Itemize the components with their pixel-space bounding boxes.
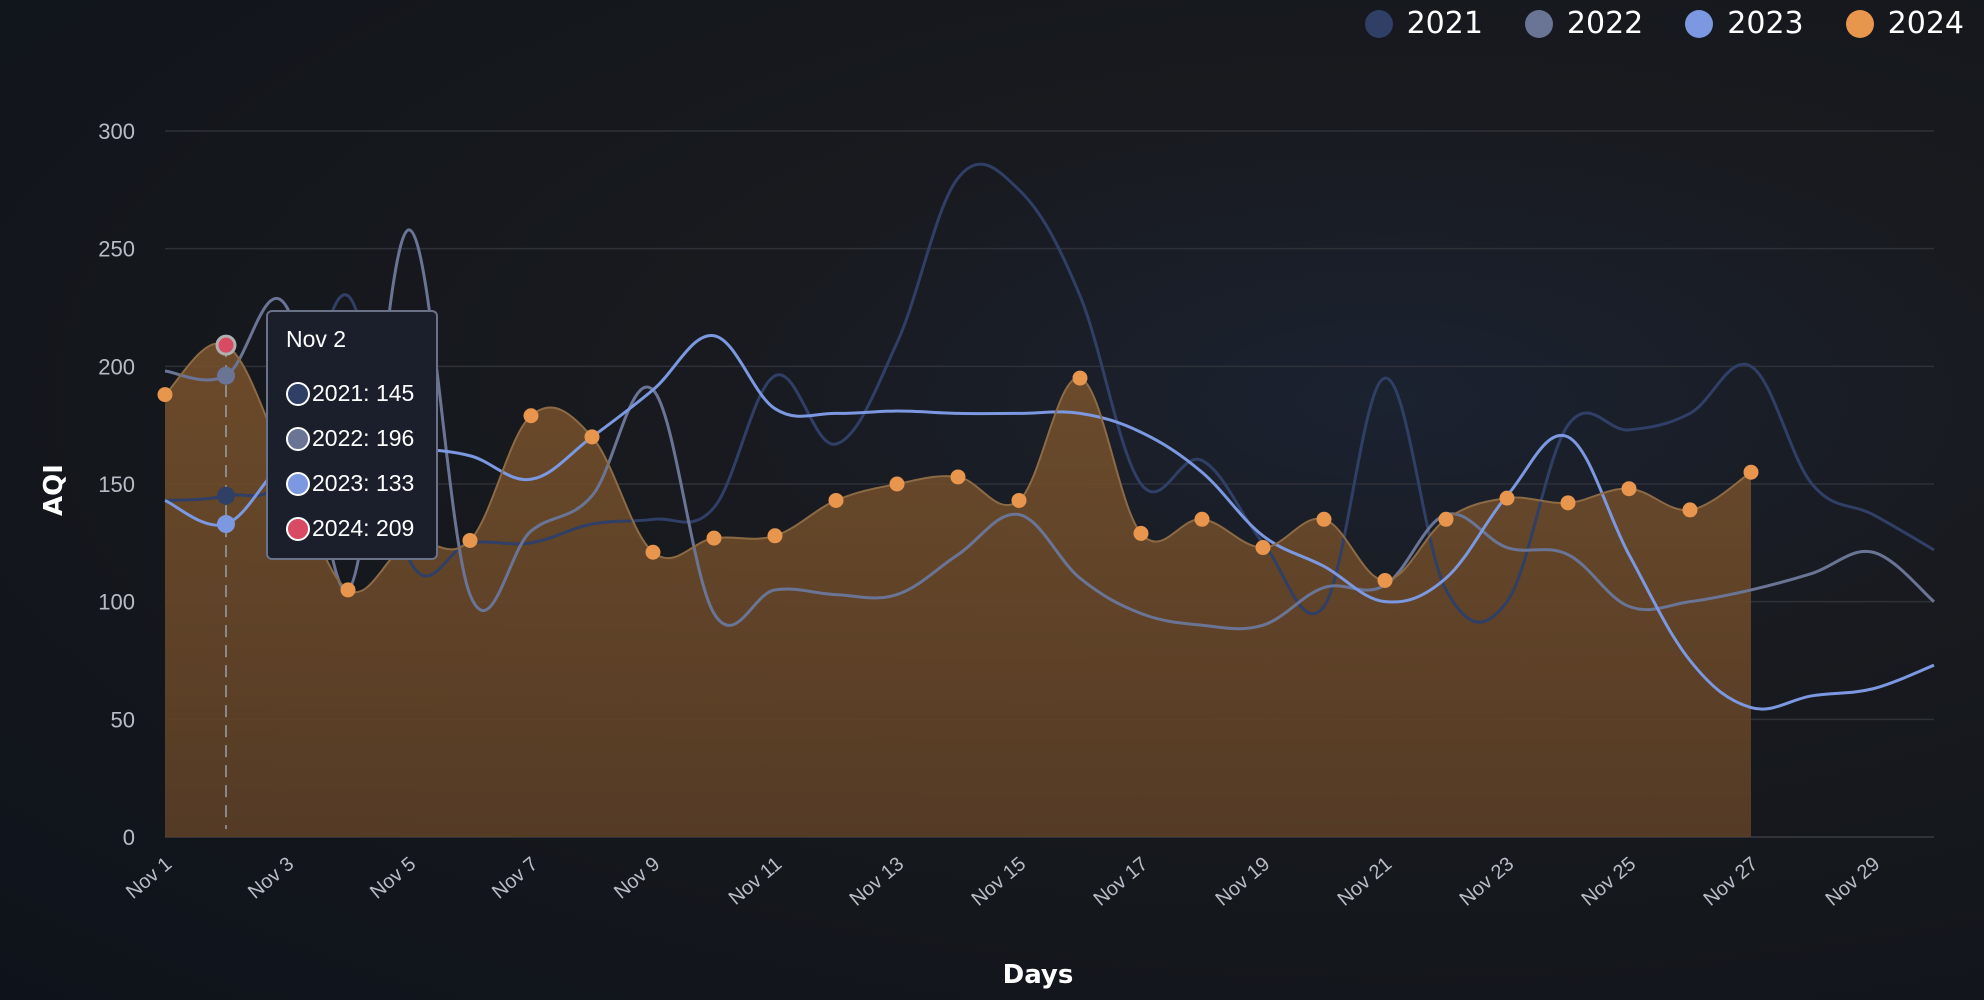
legend-swatch-2023 [1685, 9, 1714, 38]
y-tick-label: 0 [123, 825, 135, 850]
data-point-2024[interactable] [462, 532, 478, 548]
data-point-2024[interactable] [767, 528, 783, 544]
data-point-2024[interactable] [1438, 511, 1454, 527]
x-tick-label: Nov 5 [366, 853, 420, 903]
x-tick-label: Nov 23 [1456, 853, 1519, 911]
data-point-2024[interactable] [1316, 511, 1332, 527]
data-point-2024[interactable] [889, 476, 905, 492]
data-point-2024[interactable] [523, 408, 539, 424]
series-area-2024 [165, 343, 1751, 837]
hover-point-2021[interactable] [217, 486, 235, 505]
x-tick-label: Nov 17 [1090, 853, 1153, 911]
tooltip-swatch [286, 471, 310, 496]
y-axis-title: AQI [39, 464, 69, 516]
series-line-2021 [164, 162, 1935, 624]
tooltip-label: 2021: 145 [312, 380, 415, 406]
x-tick-label: Nov 19 [1212, 853, 1275, 911]
x-tick-label: Nov 25 [1578, 853, 1641, 911]
y-tick-label: 100 [98, 590, 135, 615]
tooltip-label: 2024: 209 [312, 515, 415, 541]
legend-swatch-2021 [1364, 9, 1393, 38]
tooltip-row-2024: 2024: 209 [286, 506, 436, 551]
x-tick-label: Nov 3 [244, 853, 298, 903]
tooltip-swatch [286, 426, 310, 451]
hover-point-2022[interactable] [217, 366, 235, 385]
series-points [157, 334, 1759, 829]
x-tick-label: Nov 21 [1334, 853, 1397, 911]
data-point-2024[interactable] [1133, 525, 1149, 541]
data-point-2024[interactable] [645, 544, 661, 560]
x-tick-label: Nov 13 [846, 853, 909, 911]
x-tick-label: Nov 11 [725, 853, 787, 910]
data-point-2024[interactable] [1255, 540, 1271, 556]
data-point-2024[interactable] [1072, 370, 1088, 386]
data-point-2024[interactable] [1560, 495, 1576, 511]
tooltip-label: 2022: 196 [312, 425, 415, 451]
legend-label: 2023 [1727, 6, 1804, 41]
tooltip-title: Nov 2 [286, 326, 347, 352]
chart-tooltip: Nov 2 2021: 145 2022: 196 2023: 133 2024… [266, 310, 438, 560]
series-line-2023 [164, 334, 1935, 711]
hover-point-2023[interactable] [217, 515, 235, 534]
y-tick-label: 300 [98, 119, 135, 144]
tooltip-swatch [286, 381, 310, 406]
x-tick-label: Nov 29 [1822, 853, 1885, 911]
x-axis-title: Days [1003, 960, 1074, 990]
legend-label: 2024 [1887, 6, 1964, 41]
data-point-2024[interactable] [1743, 464, 1759, 480]
legend-swatch-2024 [1845, 9, 1874, 38]
data-point-2024[interactable] [157, 387, 173, 403]
x-tick-label: Nov 27 [1700, 853, 1763, 911]
data-point-2024[interactable] [1682, 502, 1698, 518]
tooltip-swatch [286, 516, 310, 541]
data-point-2024[interactable] [584, 429, 600, 445]
y-tick-label: 250 [98, 237, 135, 262]
x-tick-label: Nov 9 [610, 853, 664, 903]
x-tick-label: Nov 1 [122, 853, 176, 903]
area-fill [165, 343, 1751, 837]
x-tick-label: Nov 15 [968, 853, 1031, 911]
y-tick-label: 50 [111, 707, 135, 732]
y-tick-label: 200 [98, 354, 135, 379]
data-point-2024[interactable] [1194, 511, 1210, 527]
y-tick-label: 150 [98, 472, 135, 497]
tooltip-row-2022: 2022: 196 [286, 416, 436, 461]
tooltip-row-2021: 2021: 145 [286, 371, 436, 416]
x-tick-label: Nov 7 [488, 853, 542, 903]
data-point-2024[interactable] [1011, 492, 1027, 508]
legend-item-2023[interactable]: 2023 [1685, 6, 1804, 41]
hover-point-2024[interactable] [215, 334, 237, 356]
data-point-2024[interactable] [950, 469, 966, 485]
legend-label: 2021 [1406, 6, 1483, 41]
data-point-2024[interactable] [828, 492, 844, 508]
data-point-2024[interactable] [1377, 572, 1393, 588]
series-line-2022 [164, 228, 1935, 631]
legend-item-2021[interactable]: 2021 [1364, 6, 1483, 41]
legend: 2021 2022 2023 2024 [1364, 6, 1964, 41]
legend-swatch-2022 [1524, 9, 1553, 38]
legend-item-2022[interactable]: 2022 [1524, 6, 1644, 41]
legend-item-2024[interactable]: 2024 [1845, 6, 1964, 41]
legend-label: 2022 [1566, 6, 1644, 41]
data-point-2024[interactable] [340, 582, 356, 598]
tooltip-label: 2023: 133 [312, 470, 415, 496]
data-point-2024[interactable] [706, 530, 722, 546]
data-point-2024[interactable] [1621, 481, 1637, 497]
tooltip-row-2023: 2023: 133 [286, 461, 436, 506]
data-point-2024[interactable] [1499, 490, 1515, 506]
